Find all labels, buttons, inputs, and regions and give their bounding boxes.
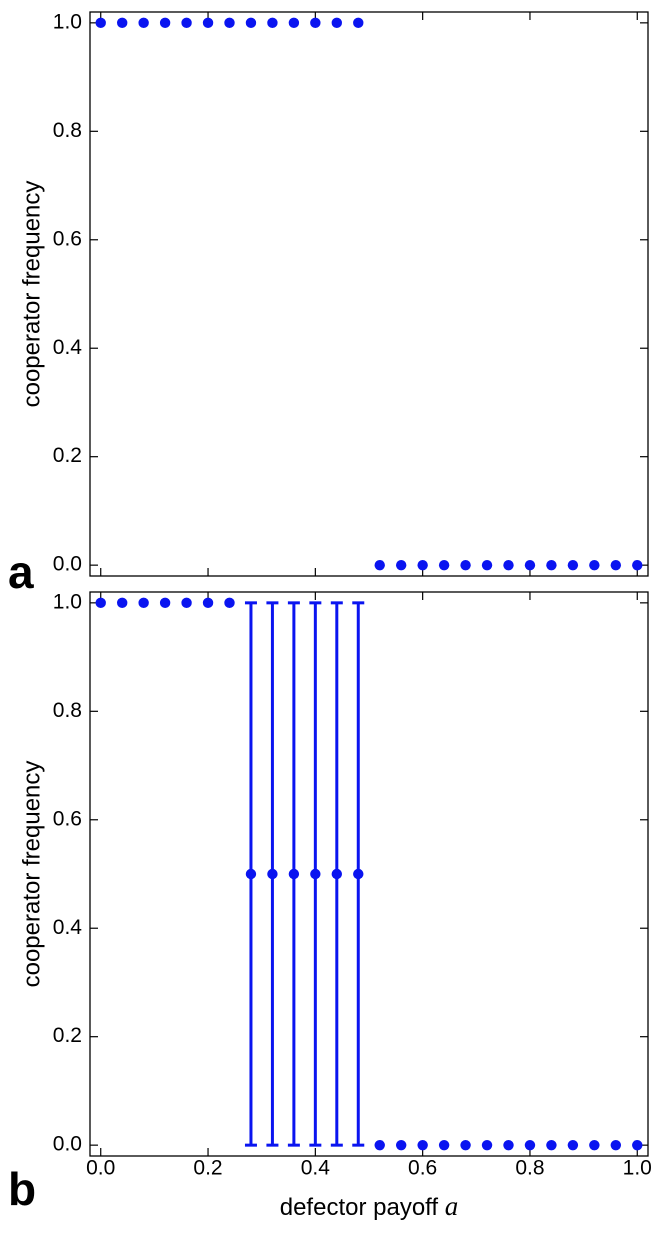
point	[202, 17, 214, 29]
point	[632, 559, 643, 571]
point	[138, 597, 149, 609]
point	[438, 559, 450, 571]
y-tick-label: 0.6	[53, 227, 82, 250]
point	[460, 559, 471, 571]
point	[331, 17, 343, 29]
point	[181, 597, 192, 609]
point	[310, 868, 321, 880]
point	[438, 1139, 450, 1151]
point	[395, 559, 407, 571]
point	[267, 17, 278, 29]
point	[159, 17, 171, 29]
point	[116, 597, 128, 609]
y-axis-label: cooperator frequency	[18, 181, 45, 408]
y-tick-label: 0.4	[53, 336, 83, 359]
x-axis-label-symbol: a	[445, 1191, 459, 1221]
panel-label: a	[8, 546, 34, 598]
point	[589, 1139, 600, 1151]
point	[546, 559, 557, 571]
x-tick-label: 1.0	[623, 1157, 652, 1180]
y-tick-label: 0.2	[53, 1024, 82, 1047]
point	[524, 1139, 536, 1151]
point	[181, 17, 192, 29]
point	[481, 559, 493, 571]
y-tick-label: 0.2	[53, 444, 82, 467]
y-tick-label: 0.0	[53, 1133, 82, 1156]
point	[245, 868, 257, 880]
point	[116, 17, 128, 29]
point	[224, 17, 235, 29]
point	[417, 1139, 428, 1151]
point	[245, 17, 257, 29]
y-tick-label: 0.4	[53, 916, 83, 939]
y-tick-label: 0.8	[53, 119, 82, 142]
y-tick-label: 0.0	[53, 553, 82, 576]
point	[610, 1139, 622, 1151]
point	[353, 868, 364, 880]
point	[524, 559, 536, 571]
point	[224, 597, 235, 609]
point	[417, 559, 428, 571]
y-tick-label: 0.6	[53, 807, 82, 830]
point	[95, 17, 106, 29]
point	[567, 1139, 579, 1151]
point	[395, 1139, 407, 1151]
x-axis-label: defector payoff a	[280, 1191, 459, 1221]
y-tick-label: 1.0	[53, 10, 82, 33]
point	[374, 559, 385, 571]
y-axis-label: cooperator frequency	[18, 761, 45, 988]
point	[288, 868, 300, 880]
x-tick-label: 0.6	[408, 1157, 437, 1180]
point	[481, 1139, 493, 1151]
point	[460, 1139, 471, 1151]
x-tick-label: 0.4	[301, 1157, 331, 1180]
point	[310, 17, 321, 29]
point	[589, 559, 600, 571]
point	[503, 1139, 514, 1151]
point	[331, 868, 343, 880]
point	[288, 17, 300, 29]
point	[503, 559, 514, 571]
y-tick-label: 0.8	[53, 699, 82, 722]
x-tick-label: 0.2	[193, 1157, 222, 1180]
point	[567, 559, 579, 571]
point	[138, 17, 149, 29]
plot-frame	[89, 591, 649, 1157]
x-tick-label: 0.0	[86, 1157, 115, 1180]
point	[632, 1139, 643, 1151]
y-tick-label: 1.0	[53, 590, 82, 613]
plot-frame	[89, 11, 649, 577]
point	[610, 559, 622, 571]
point	[267, 868, 278, 880]
point	[159, 597, 171, 609]
x-tick-label: 0.8	[515, 1157, 544, 1180]
x-axis-label-text: defector payoff	[280, 1194, 439, 1221]
point	[374, 1139, 385, 1151]
point	[95, 597, 106, 609]
point	[202, 597, 214, 609]
point	[353, 17, 364, 29]
point	[546, 1139, 557, 1151]
panel-label: b	[8, 1163, 36, 1215]
